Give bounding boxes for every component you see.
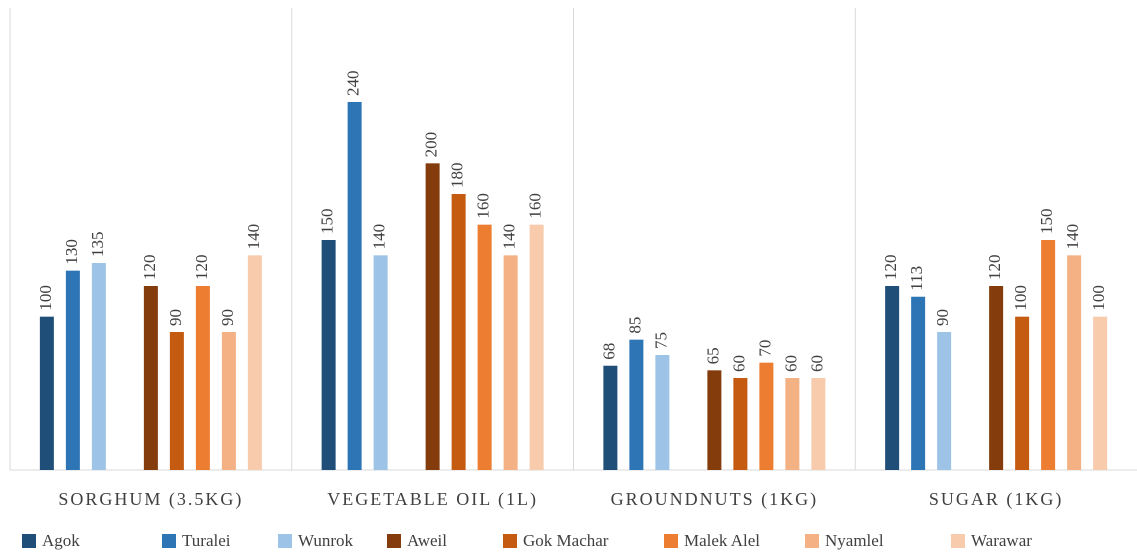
value-label: 113 — [907, 266, 926, 291]
value-label: 160 — [474, 193, 493, 219]
value-label: 120 — [140, 255, 159, 281]
bar — [477, 224, 492, 470]
value-label: 130 — [62, 239, 81, 265]
value-label: 100 — [1089, 285, 1108, 311]
bar — [373, 255, 388, 470]
value-label: 140 — [500, 224, 519, 250]
bar — [989, 286, 1004, 470]
value-label: 120 — [985, 255, 1004, 281]
bar — [503, 255, 518, 470]
bar — [603, 365, 618, 470]
value-label: 150 — [1037, 209, 1056, 235]
value-label: 100 — [36, 285, 55, 311]
bar — [195, 286, 210, 470]
bar — [169, 332, 184, 470]
value-label: 120 — [881, 255, 900, 281]
bar — [911, 296, 926, 470]
legend-swatch — [22, 534, 36, 548]
value-label: 100 — [1011, 285, 1030, 311]
value-label: 65 — [703, 347, 722, 364]
bar — [811, 378, 826, 470]
value-label: 68 — [599, 343, 618, 360]
legend-swatch — [278, 534, 292, 548]
bar — [937, 332, 952, 470]
bar — [425, 163, 440, 471]
bar — [247, 255, 262, 470]
legend-label: Malek Alel — [684, 531, 760, 550]
bar — [143, 286, 158, 470]
bar — [451, 194, 466, 470]
bar — [347, 102, 362, 470]
legend-swatch — [664, 534, 678, 548]
bar — [733, 378, 748, 470]
legend-label: Gok Machar — [523, 531, 609, 550]
legend-swatch — [162, 534, 176, 548]
value-label: 240 — [344, 71, 363, 97]
bar — [629, 339, 644, 470]
value-label: 140 — [244, 224, 263, 250]
legend-swatch — [805, 534, 819, 548]
value-label: 150 — [318, 209, 337, 235]
bar — [39, 316, 54, 470]
bar — [1067, 255, 1082, 470]
legend-label: Aweil — [407, 531, 447, 550]
legend-label: Warawar — [971, 531, 1032, 550]
value-label: 60 — [781, 355, 800, 372]
value-label: 85 — [625, 317, 644, 334]
value-label: 70 — [755, 340, 774, 357]
bar — [1041, 240, 1056, 470]
value-label: 90 — [218, 309, 237, 326]
category-label: SUGAR (1KG) — [929, 489, 1064, 510]
category-label: VEGETABLE OIL (1L) — [327, 489, 538, 510]
legend-label: Agok — [42, 531, 80, 550]
value-label: 75 — [651, 332, 670, 349]
value-label: 160 — [526, 193, 545, 219]
legend-label: Nyamlel — [825, 531, 884, 550]
bar — [707, 370, 722, 470]
bar — [529, 224, 544, 470]
value-label: 140 — [1063, 224, 1082, 250]
value-label: 120 — [192, 255, 211, 281]
legend-label: Wunrok — [298, 531, 354, 550]
category-label: GROUNDNUTS (1KG) — [611, 489, 819, 510]
value-label: 60 — [807, 355, 826, 372]
bar — [759, 362, 774, 470]
bar — [321, 240, 336, 470]
value-label: 200 — [422, 132, 441, 158]
legend-swatch — [387, 534, 401, 548]
bar — [785, 378, 800, 470]
value-label: 60 — [729, 355, 748, 372]
legend-label: Turalei — [182, 531, 231, 550]
legend-swatch — [951, 534, 965, 548]
bar — [1015, 316, 1030, 470]
category-label: SORGHUM (3.5KG) — [58, 489, 243, 510]
value-label: 90 — [166, 309, 185, 326]
legend-swatch — [503, 534, 517, 548]
bar — [655, 355, 670, 470]
bar — [221, 332, 236, 470]
bar — [1093, 316, 1108, 470]
value-label: 135 — [88, 232, 107, 258]
bar — [91, 263, 106, 470]
bar — [65, 270, 80, 470]
value-label: 140 — [370, 224, 389, 250]
value-label: 90 — [933, 309, 952, 326]
value-label: 180 — [448, 163, 467, 189]
bar — [885, 286, 900, 470]
